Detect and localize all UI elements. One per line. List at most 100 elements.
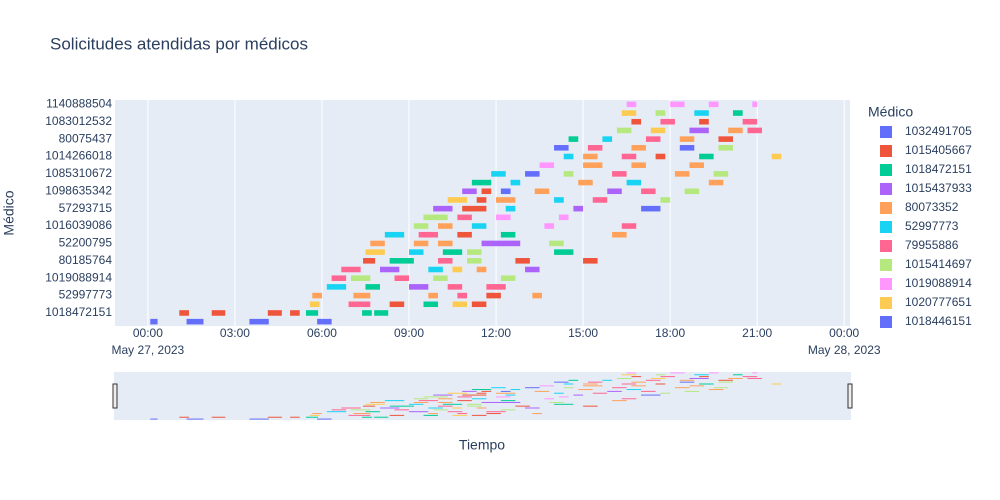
legend-label[interactable]: 1018446151 <box>905 314 972 328</box>
slider-bar <box>583 385 603 387</box>
task-bar <box>645 136 661 142</box>
task-bar <box>612 231 627 238</box>
slider-bar <box>491 387 506 389</box>
task-bar <box>626 101 637 108</box>
x-tick-label: 03:00 <box>220 326 250 340</box>
x-tick-label: 00:00 <box>133 326 163 340</box>
slider-bar <box>438 401 453 403</box>
legend-label[interactable]: 52997773 <box>905 219 959 233</box>
slider-bar <box>641 390 656 392</box>
legend-label[interactable]: 80073352 <box>905 200 959 214</box>
slider-bar <box>249 418 269 420</box>
y-tick-label: 1016039086 <box>45 218 112 232</box>
slider-bar <box>670 372 685 374</box>
task-bar <box>438 240 453 247</box>
task-bar <box>150 318 158 325</box>
slider-bar <box>718 381 733 383</box>
slider-bar <box>660 392 671 394</box>
legend-label[interactable]: 1015405667 <box>905 143 972 157</box>
task-bar <box>679 145 695 151</box>
task-bar <box>394 275 409 281</box>
legend-label[interactable]: 1015414697 <box>905 257 972 271</box>
task-bar <box>249 318 269 325</box>
slider-handle[interactable] <box>112 383 118 409</box>
task-bar <box>471 179 492 186</box>
task-bar <box>350 275 371 281</box>
task-bar <box>612 171 627 177</box>
legend-label[interactable]: 1018472151 <box>905 162 972 176</box>
task-bar <box>728 127 743 134</box>
task-bar <box>341 266 361 273</box>
slider-bar <box>365 403 385 405</box>
slider-bar <box>384 400 405 402</box>
y-axis-title: Médico <box>1 190 17 235</box>
legend-label[interactable]: 79955886 <box>905 238 959 252</box>
x-tick-label: 12:00 <box>481 326 511 340</box>
slider-bar <box>312 413 322 415</box>
task-bar <box>674 171 690 177</box>
slider-bar <box>621 374 637 376</box>
slider-bar <box>365 411 380 413</box>
task-bar <box>306 310 319 316</box>
task-bar <box>409 249 424 255</box>
task-bar <box>621 153 637 160</box>
y-tick-label: 1019088914 <box>45 270 112 284</box>
slider-bar <box>409 403 424 405</box>
task-bar <box>583 258 598 264</box>
task-bar <box>578 179 593 186</box>
task-bar <box>532 292 542 299</box>
task-bar <box>348 301 371 308</box>
x-tick-date: May 27, 2023 <box>112 343 185 357</box>
task-bar <box>500 275 516 281</box>
slider-bar <box>616 377 632 379</box>
slider-bar <box>554 392 564 394</box>
task-bar <box>549 240 564 247</box>
slider-handle[interactable] <box>847 383 853 409</box>
slider-bar <box>350 409 371 411</box>
task-bar <box>379 266 400 273</box>
legend-swatch[interactable] <box>880 183 892 195</box>
task-bar <box>486 284 506 290</box>
slider-bar <box>708 372 719 374</box>
task-bar <box>309 301 320 308</box>
legend-swatch[interactable] <box>880 126 892 138</box>
slider-bar <box>348 414 371 416</box>
slider-bar <box>457 396 472 398</box>
legend-label[interactable]: 1032491705 <box>905 124 972 138</box>
legend-swatch[interactable] <box>880 316 892 328</box>
task-bar <box>573 205 584 212</box>
slider-bar <box>363 405 376 407</box>
legend-swatch[interactable] <box>880 278 892 290</box>
legend-swatch[interactable] <box>880 145 892 157</box>
slider-bar <box>563 383 574 385</box>
slider-bar <box>471 414 487 416</box>
legend-label[interactable]: 1020777651 <box>905 295 972 309</box>
legend-swatch[interactable] <box>880 240 892 252</box>
slider-bar <box>306 416 319 418</box>
slider-bar <box>433 394 453 396</box>
task-bar <box>370 240 385 247</box>
legend-label[interactable]: 1015437933 <box>905 181 972 195</box>
slider-bar <box>186 418 204 420</box>
task-bar <box>476 266 487 273</box>
legend-swatch[interactable] <box>880 259 892 271</box>
task-bar <box>539 162 555 168</box>
task-bar <box>655 153 666 160</box>
legend-swatch[interactable] <box>880 221 892 233</box>
slider-bar <box>179 416 189 418</box>
x-axis-title: Tiempo <box>459 437 505 453</box>
slider-bar <box>713 387 729 389</box>
legend-swatch[interactable] <box>880 164 892 176</box>
slider-bar <box>510 389 521 391</box>
slider-bar <box>515 405 530 407</box>
range-slider[interactable] <box>114 372 851 420</box>
legend-label[interactable]: 1019088914 <box>905 276 972 290</box>
task-bar <box>384 231 405 238</box>
legend-swatch[interactable] <box>880 202 892 214</box>
slider-bar <box>539 385 555 387</box>
task-bar <box>583 153 598 160</box>
task-bar <box>558 214 569 221</box>
legend-swatch[interactable] <box>880 297 892 309</box>
slider-bar <box>309 414 320 416</box>
task-bar <box>568 136 579 142</box>
